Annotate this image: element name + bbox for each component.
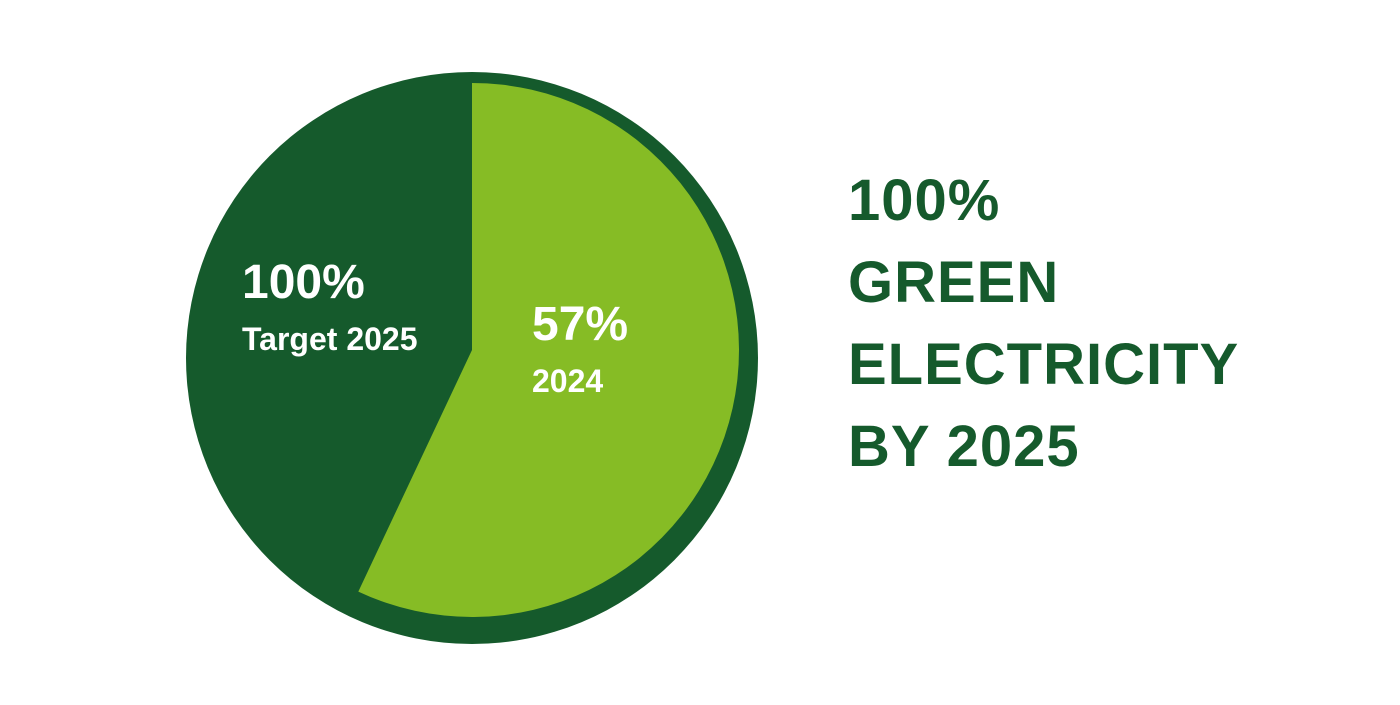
category-label: 2024 [532, 363, 603, 399]
pie [186, 72, 758, 644]
headline-line: ELECTRICITY [848, 332, 1239, 397]
headline: 100% GREEN ELECTRICITY BY 2025 [848, 168, 1239, 479]
headline-line: BY 2025 [848, 414, 1080, 479]
category-label: Target 2025 [242, 321, 418, 357]
data-label: 100% [242, 256, 365, 309]
headline-line: 100% [848, 168, 1000, 233]
data-label: 57% [532, 298, 628, 351]
pie-slice [358, 83, 739, 617]
headline-line: GREEN [848, 250, 1059, 315]
